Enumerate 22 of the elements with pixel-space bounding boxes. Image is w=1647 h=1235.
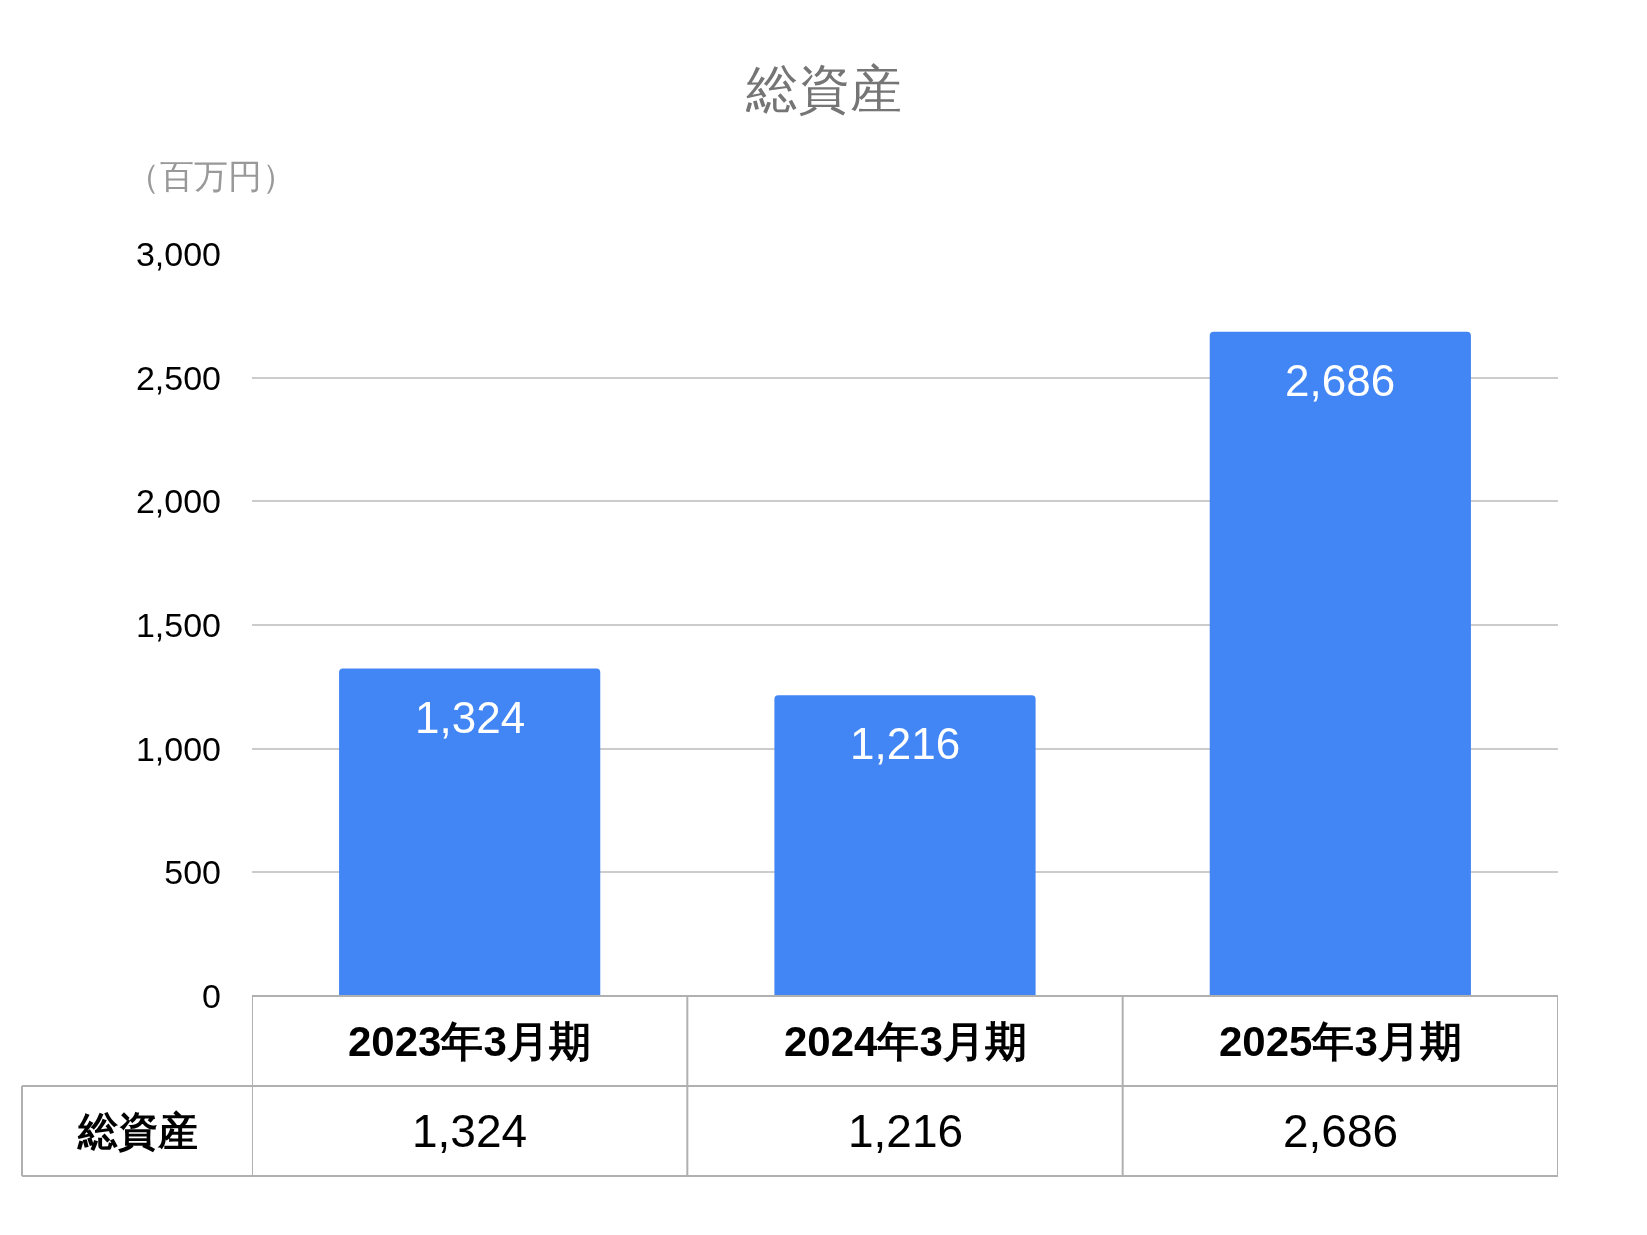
y-tick-label: 1,500 xyxy=(135,605,221,644)
y-axis-title: （百万円） xyxy=(126,157,296,195)
data-label: 2,686 xyxy=(1283,1105,1399,1157)
data-label: 1,216 xyxy=(848,1105,964,1157)
bar xyxy=(774,695,1036,996)
y-tick-label: 2,500 xyxy=(135,358,221,397)
x-tick-label: 2025年3月期 xyxy=(1219,1018,1462,1065)
y-tick-label: 3,000 xyxy=(135,234,221,273)
x-tick-label: 2024年3月期 xyxy=(784,1018,1027,1065)
y-tick-label: 500 xyxy=(164,853,221,892)
text: 1,216 xyxy=(850,719,961,768)
text: 総資産 xyxy=(77,1109,198,1153)
bar xyxy=(339,668,601,996)
text: 2,686 xyxy=(1285,356,1396,405)
y-tick-label: 2,000 xyxy=(135,482,221,521)
data-label: 1,324 xyxy=(412,1105,528,1157)
text: 1,324 xyxy=(415,693,526,742)
chart-title: 総資産 xyxy=(744,60,902,119)
y-tick-label: 0 xyxy=(202,976,221,1015)
x-tick-label: 2023年3月期 xyxy=(348,1018,591,1065)
y-tick-label: 1,000 xyxy=(135,729,221,768)
bar xyxy=(1209,331,1471,996)
